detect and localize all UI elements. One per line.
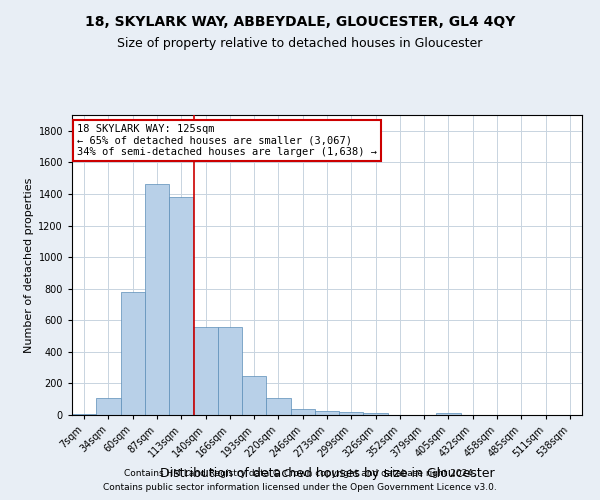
Bar bbox=[193, 326, 218, 415]
Y-axis label: Number of detached properties: Number of detached properties bbox=[24, 178, 34, 352]
Text: Size of property relative to detached houses in Gloucester: Size of property relative to detached ho… bbox=[118, 38, 482, 51]
Bar bbox=[218, 326, 242, 415]
Bar bbox=[364, 412, 388, 415]
Bar bbox=[145, 184, 169, 415]
Bar bbox=[266, 398, 290, 415]
Bar bbox=[121, 292, 145, 415]
Bar bbox=[169, 197, 193, 415]
Text: 18 SKYLARK WAY: 125sqm
← 65% of detached houses are smaller (3,067)
34% of semi-: 18 SKYLARK WAY: 125sqm ← 65% of detached… bbox=[77, 124, 377, 157]
Bar bbox=[315, 411, 339, 415]
Bar bbox=[290, 410, 315, 415]
Text: 18, SKYLARK WAY, ABBEYDALE, GLOUCESTER, GL4 4QY: 18, SKYLARK WAY, ABBEYDALE, GLOUCESTER, … bbox=[85, 15, 515, 29]
X-axis label: Distribution of detached houses by size in Gloucester: Distribution of detached houses by size … bbox=[160, 468, 494, 480]
Text: Contains public sector information licensed under the Open Government Licence v3: Contains public sector information licen… bbox=[103, 484, 497, 492]
Bar bbox=[72, 414, 96, 415]
Bar bbox=[436, 412, 461, 415]
Bar bbox=[242, 376, 266, 415]
Bar bbox=[96, 398, 121, 415]
Text: Contains HM Land Registry data © Crown copyright and database right 2024.: Contains HM Land Registry data © Crown c… bbox=[124, 468, 476, 477]
Bar bbox=[339, 412, 364, 415]
